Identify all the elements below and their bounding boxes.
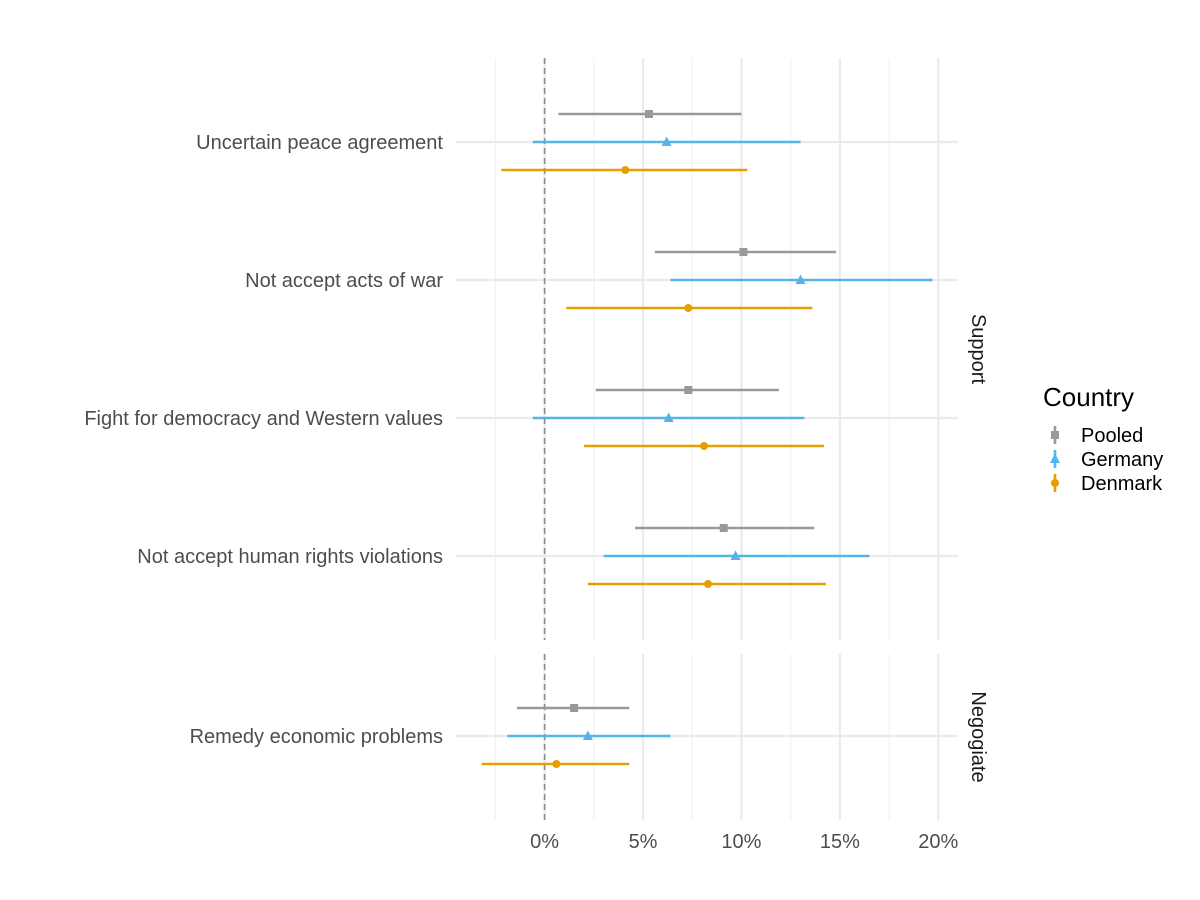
legend-key-pooled (1051, 431, 1059, 439)
legend-label: Germany (1081, 449, 1163, 471)
row-label: Remedy economic problems (190, 726, 443, 748)
x-tick-label: 20% (918, 831, 958, 853)
point-denmark (684, 304, 693, 312)
point-germany (582, 730, 593, 740)
point-denmark (552, 760, 561, 768)
point-pooled (719, 524, 728, 532)
x-tick-label: 0% (530, 831, 559, 853)
row-label: Uncertain peace agreement (196, 132, 443, 154)
legend-key-germany (1050, 453, 1060, 463)
point-germany (730, 550, 741, 560)
legend-label: Pooled (1081, 425, 1143, 447)
x-tick-label: 10% (721, 831, 761, 853)
row-label: Fight for democracy and Western values (84, 408, 443, 430)
row-label: Not accept acts of war (245, 270, 443, 292)
point-denmark (703, 580, 712, 588)
point-germany (661, 136, 672, 146)
point-germany (663, 412, 674, 422)
point-pooled (684, 386, 693, 394)
legend-label: Denmark (1081, 473, 1163, 495)
point-denmark (621, 166, 630, 174)
legend-key-denmark (1051, 479, 1059, 487)
point-pooled (644, 110, 653, 118)
x-tick-label: 5% (629, 831, 658, 853)
x-tick-label: 15% (820, 831, 860, 853)
legend-title: Country (1043, 382, 1134, 412)
facet-strip-label: Negogiate (967, 691, 989, 782)
row-label: Not accept human rights violations (137, 546, 443, 568)
point-pooled (570, 704, 579, 712)
point-germany (795, 274, 806, 284)
point-pooled (739, 248, 748, 256)
point-denmark (700, 442, 709, 450)
facet-strip-label: Support (967, 314, 989, 384)
